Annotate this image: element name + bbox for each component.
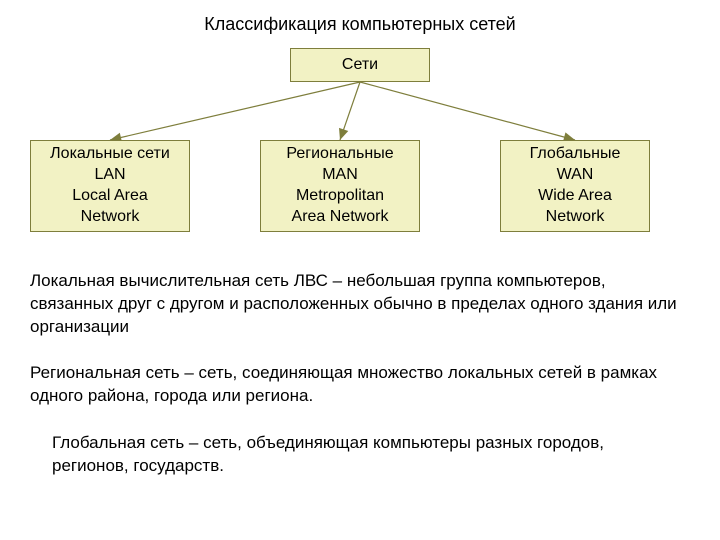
arrow-head-1: [339, 128, 348, 140]
wan-box: ГлобальныеWANWide AreaNetwork: [500, 140, 650, 232]
box-line: Local Area: [72, 186, 148, 207]
box-line: WAN: [557, 165, 594, 186]
def-wan: Глобальная сеть – сеть, объединяющая ком…: [52, 432, 672, 478]
box-line: Региональные: [286, 144, 393, 165]
box-line: Wide Area: [538, 186, 612, 207]
box-line: Локальные сети: [50, 144, 170, 165]
box-line: Глобальные: [530, 144, 621, 165]
box-line: Network: [81, 207, 140, 228]
root-box: Сети: [290, 48, 430, 82]
box-line: MAN: [322, 165, 358, 186]
box-line: LAN: [94, 165, 125, 186]
box-line: Сети: [342, 55, 378, 76]
arrow-line-0: [110, 82, 360, 140]
page: Классификация компьютерных сетей Сети Лок…: [0, 0, 720, 540]
arrow-line-1: [340, 82, 360, 140]
def-man: Региональная сеть – сеть, соединяющая мн…: [30, 362, 690, 408]
box-line: Metropolitan: [296, 186, 384, 207]
arrow-line-2: [360, 82, 575, 140]
man-box: РегиональныеMANMetropolitanArea Network: [260, 140, 420, 232]
box-line: Area Network: [292, 207, 389, 228]
box-line: Network: [546, 207, 605, 228]
diagram-title: Классификация компьютерных сетей: [0, 14, 720, 35]
def-lan: Локальная вычислительная сеть ЛВС – небо…: [30, 270, 690, 339]
lan-box: Локальные сетиLANLocal AreaNetwork: [30, 140, 190, 232]
